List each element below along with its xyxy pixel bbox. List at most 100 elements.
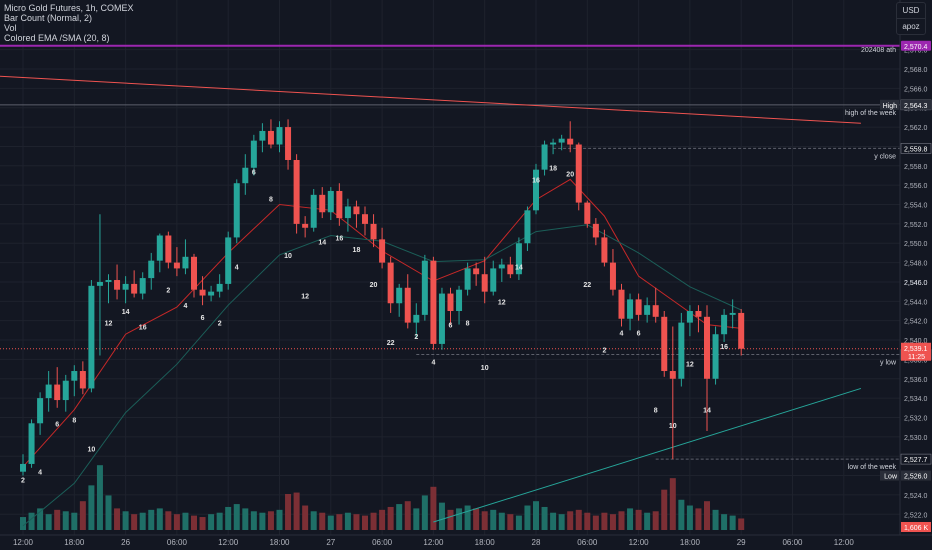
candle-body[interactable] xyxy=(139,278,146,294)
candle-body[interactable] xyxy=(490,268,497,292)
candle-body[interactable] xyxy=(669,371,676,379)
candle-body[interactable] xyxy=(310,194,317,228)
candle-body[interactable] xyxy=(635,299,642,315)
candle-body[interactable] xyxy=(721,314,728,335)
candle-body[interactable] xyxy=(344,206,351,219)
time-axis[interactable]: 12:00 18:00 26 06:00 12:00 18:00 27 06:00 12:00 1… xyxy=(0,534,932,547)
candle-body[interactable] xyxy=(216,283,223,292)
candle-body[interactable] xyxy=(609,262,616,290)
candle-body[interactable] xyxy=(601,237,608,263)
candle-body[interactable] xyxy=(285,127,292,160)
candle-body[interactable] xyxy=(550,142,557,145)
indicator-ema-sma[interactable]: Colored EMA /SMA (20, 8) xyxy=(4,33,110,43)
candle-body[interactable] xyxy=(182,256,189,269)
candle-body[interactable] xyxy=(738,312,745,349)
candle-body[interactable] xyxy=(276,127,283,145)
candle-body[interactable] xyxy=(396,287,403,304)
price-axis[interactable]: 2,570.02,568.02,566.02,564.02,562.02,560… xyxy=(880,0,932,550)
candle-body[interactable] xyxy=(208,291,215,296)
candle-body[interactable] xyxy=(114,280,121,290)
candle-body[interactable] xyxy=(131,283,138,294)
candle-body[interactable] xyxy=(456,289,463,311)
candle-body[interactable] xyxy=(438,293,445,344)
candle-body[interactable] xyxy=(421,260,428,315)
candle-body[interactable] xyxy=(447,293,454,311)
candle-body[interactable] xyxy=(362,214,368,224)
candle-body[interactable] xyxy=(413,314,420,323)
candle-body[interactable] xyxy=(259,130,266,141)
candle-body[interactable] xyxy=(165,235,172,263)
indicator-bar-count[interactable]: Bar Count (Normal, 2) xyxy=(4,13,93,23)
candle-body[interactable] xyxy=(704,316,710,379)
candle-body[interactable] xyxy=(661,316,668,372)
candle-body[interactable] xyxy=(45,384,52,399)
candle-body[interactable] xyxy=(28,423,35,464)
candle-body[interactable] xyxy=(156,235,163,261)
candle-body[interactable] xyxy=(644,305,651,315)
candle-body[interactable] xyxy=(353,206,360,215)
candle-body[interactable] xyxy=(652,305,659,317)
trendline-descending[interactable] xyxy=(0,73,861,124)
candle-body[interactable] xyxy=(302,223,309,228)
candle-body[interactable] xyxy=(404,287,411,323)
candle-body[interactable] xyxy=(105,280,112,282)
candle-body[interactable] xyxy=(319,194,326,213)
candle-body[interactable] xyxy=(524,210,531,244)
candle-body[interactable] xyxy=(627,299,634,319)
candle-body[interactable] xyxy=(199,289,206,296)
candle-body[interactable] xyxy=(71,371,78,381)
candle-body[interactable] xyxy=(498,264,505,269)
candle-body[interactable] xyxy=(173,262,180,269)
candle-body[interactable] xyxy=(379,239,386,263)
trend-lines[interactable]: 202408 ath high of the week y close y low lo… xyxy=(0,44,900,523)
candle-body[interactable] xyxy=(541,144,548,170)
candle-body[interactable] xyxy=(686,311,693,323)
candle-body[interactable] xyxy=(575,144,582,203)
candle-body[interactable] xyxy=(678,322,685,379)
symbol-title[interactable]: Micro Gold Futures, 1h, COMEX xyxy=(4,3,134,13)
candle-body[interactable] xyxy=(336,190,343,219)
currency-button[interactable]: USD xyxy=(902,6,920,15)
candle-body[interactable] xyxy=(293,159,300,224)
candle-body[interactable] xyxy=(54,384,61,401)
candle-body[interactable] xyxy=(567,138,574,145)
candle-body[interactable] xyxy=(387,262,394,304)
candle-body[interactable] xyxy=(515,243,522,275)
candle-body[interactable] xyxy=(712,334,719,379)
candle-body[interactable] xyxy=(88,285,95,389)
candle-body[interactable] xyxy=(729,312,736,315)
candle-body[interactable] xyxy=(558,138,565,143)
candle-body[interactable] xyxy=(327,190,334,213)
candle-body[interactable] xyxy=(79,371,86,389)
trendline-ascending[interactable] xyxy=(433,387,862,523)
candle-body[interactable] xyxy=(533,169,539,211)
chart-legend[interactable]: Micro Gold Futures, 1h, COMEX Bar Count … xyxy=(4,3,134,43)
candle-body[interactable] xyxy=(592,223,599,238)
candle-body[interactable] xyxy=(481,274,488,292)
candle-body[interactable] xyxy=(618,289,625,319)
candle-body[interactable] xyxy=(62,380,69,401)
candle-body[interactable] xyxy=(584,202,591,224)
candle-body[interactable] xyxy=(507,264,514,275)
candle-body[interactable] xyxy=(695,311,702,317)
candle-body[interactable] xyxy=(37,398,44,424)
candle-body[interactable] xyxy=(122,283,129,290)
axis-header[interactable]: USD apoz xyxy=(896,2,926,35)
candle-body[interactable] xyxy=(473,268,480,275)
candle-body[interactable] xyxy=(191,256,197,290)
candle-body[interactable] xyxy=(464,268,471,290)
candle-body[interactable] xyxy=(233,183,240,238)
candle-body[interactable] xyxy=(430,260,437,344)
candles[interactable] xyxy=(20,119,745,476)
indicator-volume[interactable]: Vol xyxy=(4,23,17,33)
candle-body[interactable] xyxy=(20,463,26,472)
candle-body[interactable] xyxy=(148,260,155,279)
candle-body[interactable] xyxy=(370,223,377,240)
candle-body[interactable] xyxy=(96,281,103,286)
candle-body[interactable] xyxy=(242,167,249,184)
candle-body[interactable] xyxy=(225,237,232,284)
candle-body[interactable] xyxy=(250,140,257,168)
candle-body[interactable] xyxy=(267,130,274,145)
